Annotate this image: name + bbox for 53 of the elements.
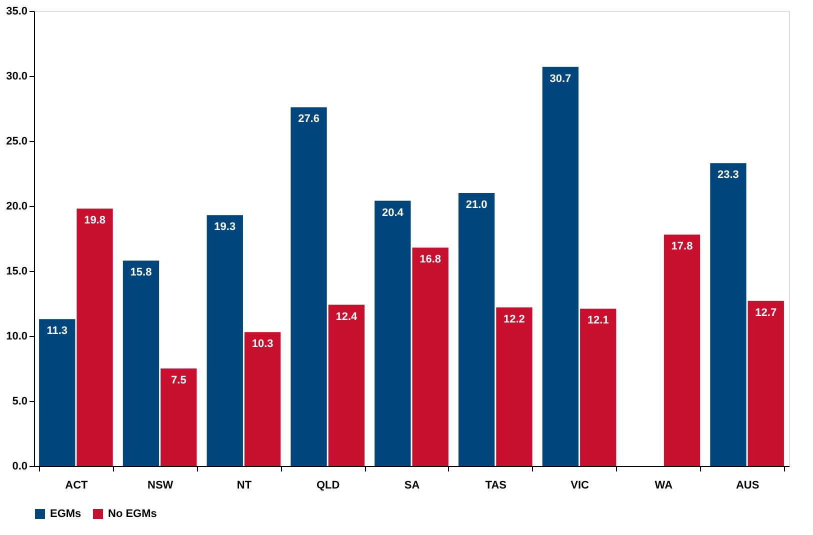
bar <box>328 304 365 466</box>
legend-label: No EGMs <box>108 508 157 520</box>
y-tick-label: 10.0 <box>6 330 28 342</box>
data-label: 10.3 <box>252 338 274 350</box>
data-label: 30.7 <box>550 72 572 85</box>
x-tick-label: AUS <box>736 480 760 492</box>
y-tick-label: 25.0 <box>6 136 28 148</box>
y-tick-label: 20.0 <box>6 200 28 212</box>
bar <box>542 66 579 466</box>
y-tick-label: 30.0 <box>6 70 28 82</box>
y-tick-label: 35.0 <box>6 6 28 18</box>
x-tick-label: ACT <box>65 480 88 492</box>
bar <box>580 308 616 466</box>
bar <box>122 260 160 466</box>
bar <box>160 368 197 466</box>
data-label: 11.3 <box>46 325 68 338</box>
x-tick-label: VIC <box>570 480 589 492</box>
x-tick-label: QLD <box>316 480 340 492</box>
data-label: 27.6 <box>298 113 320 126</box>
bar <box>412 248 448 466</box>
data-label: 16.8 <box>420 254 442 266</box>
data-label: 21.0 <box>466 199 488 211</box>
legend-label: EGMs <box>50 508 82 520</box>
data-label: 17.8 <box>671 240 693 253</box>
bar <box>748 300 784 466</box>
y-tick-label: 15.0 <box>6 266 28 278</box>
x-tick-label: WA <box>654 480 673 492</box>
data-label: 15.8 <box>130 266 152 279</box>
bar <box>244 332 281 466</box>
x-tick-label: NSW <box>147 480 174 492</box>
y-tick-label: 5.0 <box>12 396 28 408</box>
data-label: 19.3 <box>214 221 236 234</box>
bar <box>496 307 532 466</box>
x-tick-label: TAS <box>485 480 506 492</box>
data-label: 12.1 <box>587 314 609 327</box>
bar <box>664 234 700 466</box>
bar <box>374 200 411 466</box>
x-tick-label: SA <box>404 480 420 492</box>
x-tick-label: NT <box>236 480 252 492</box>
bar <box>76 208 113 466</box>
data-label: 23.3 <box>718 169 739 182</box>
bar <box>206 215 243 466</box>
bar <box>710 163 746 466</box>
y-tick-label: 0.0 <box>12 460 28 472</box>
bar <box>290 107 327 466</box>
data-label: 12.2 <box>504 313 525 326</box>
data-label: 7.5 <box>171 374 186 386</box>
data-label: 12.7 <box>755 306 777 319</box>
data-label: 12.4 <box>336 310 358 323</box>
bar <box>39 319 76 466</box>
bar <box>458 193 495 466</box>
data-label: 19.8 <box>84 214 106 227</box>
data-label: 20.4 <box>382 206 404 219</box>
